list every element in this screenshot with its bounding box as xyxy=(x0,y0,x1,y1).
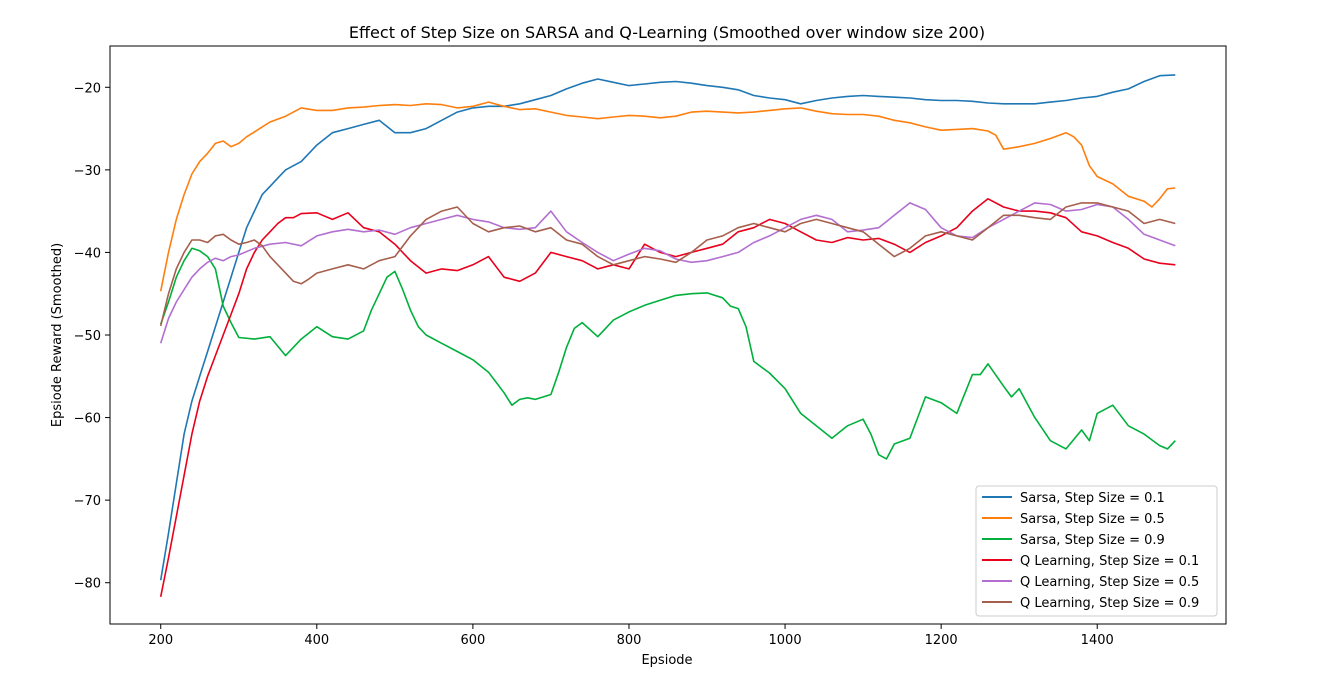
series-line-2 xyxy=(159,101,1176,292)
x-tick-label: 600 xyxy=(460,633,485,648)
y-tick-label: −60 xyxy=(74,412,101,427)
x-axis-ticks: 200 400 600 800 1000 1200 1400 xyxy=(148,624,1114,648)
legend-label-5: Q Learning, Step Size = 0.5 xyxy=(1020,575,1199,590)
series-line-6 xyxy=(159,202,1176,327)
y-tick-label: −20 xyxy=(74,81,101,96)
series-line-3 xyxy=(159,247,1176,460)
y-tick-label: −70 xyxy=(74,494,101,509)
legend-box xyxy=(975,485,1218,617)
x-tick-label: 400 xyxy=(304,633,329,648)
x-tick-label: 1000 xyxy=(769,633,802,648)
legend-items: Sarsa, Step Size = 0.1 Sarsa, Step Size =… xyxy=(982,491,1199,611)
chart-title: Effect of Step Size on SARSA and Q-Learn… xyxy=(349,23,985,42)
y-tick-label: −30 xyxy=(74,164,101,179)
legend-label-1: Sarsa, Step Size = 0.1 xyxy=(1020,491,1165,506)
legend: Sarsa, Step Size = 0.1 Sarsa, Step Size =… xyxy=(975,485,1218,617)
legend-label-2: Sarsa, Step Size = 0.5 xyxy=(1020,512,1165,527)
legend-label-3: Sarsa, Step Size = 0.9 xyxy=(1020,533,1165,548)
y-tick-label: −40 xyxy=(74,246,101,261)
x-tick-label: 1400 xyxy=(1081,633,1114,648)
x-tick-label: 1200 xyxy=(925,633,958,648)
legend-label-6: Q Learning, Step Size = 0.9 xyxy=(1020,596,1199,611)
y-tick-label: −80 xyxy=(74,577,101,592)
y-axis-label: Epsiode Reward (Smoothed) xyxy=(50,243,65,427)
series-line-1 xyxy=(159,74,1176,581)
x-tick-label: 200 xyxy=(148,633,173,648)
series-line-5 xyxy=(159,202,1176,344)
y-axis-ticks: −80 −70 −60 −50 −40 −30 −20 xyxy=(74,81,110,592)
y-tick-label: −50 xyxy=(74,329,101,344)
legend-label-4: Q Learning, Step Size = 0.1 xyxy=(1020,554,1199,569)
series-lines xyxy=(159,74,1176,597)
x-axis-label: Epsiode xyxy=(641,653,692,668)
x-tick-label: 800 xyxy=(617,633,642,648)
